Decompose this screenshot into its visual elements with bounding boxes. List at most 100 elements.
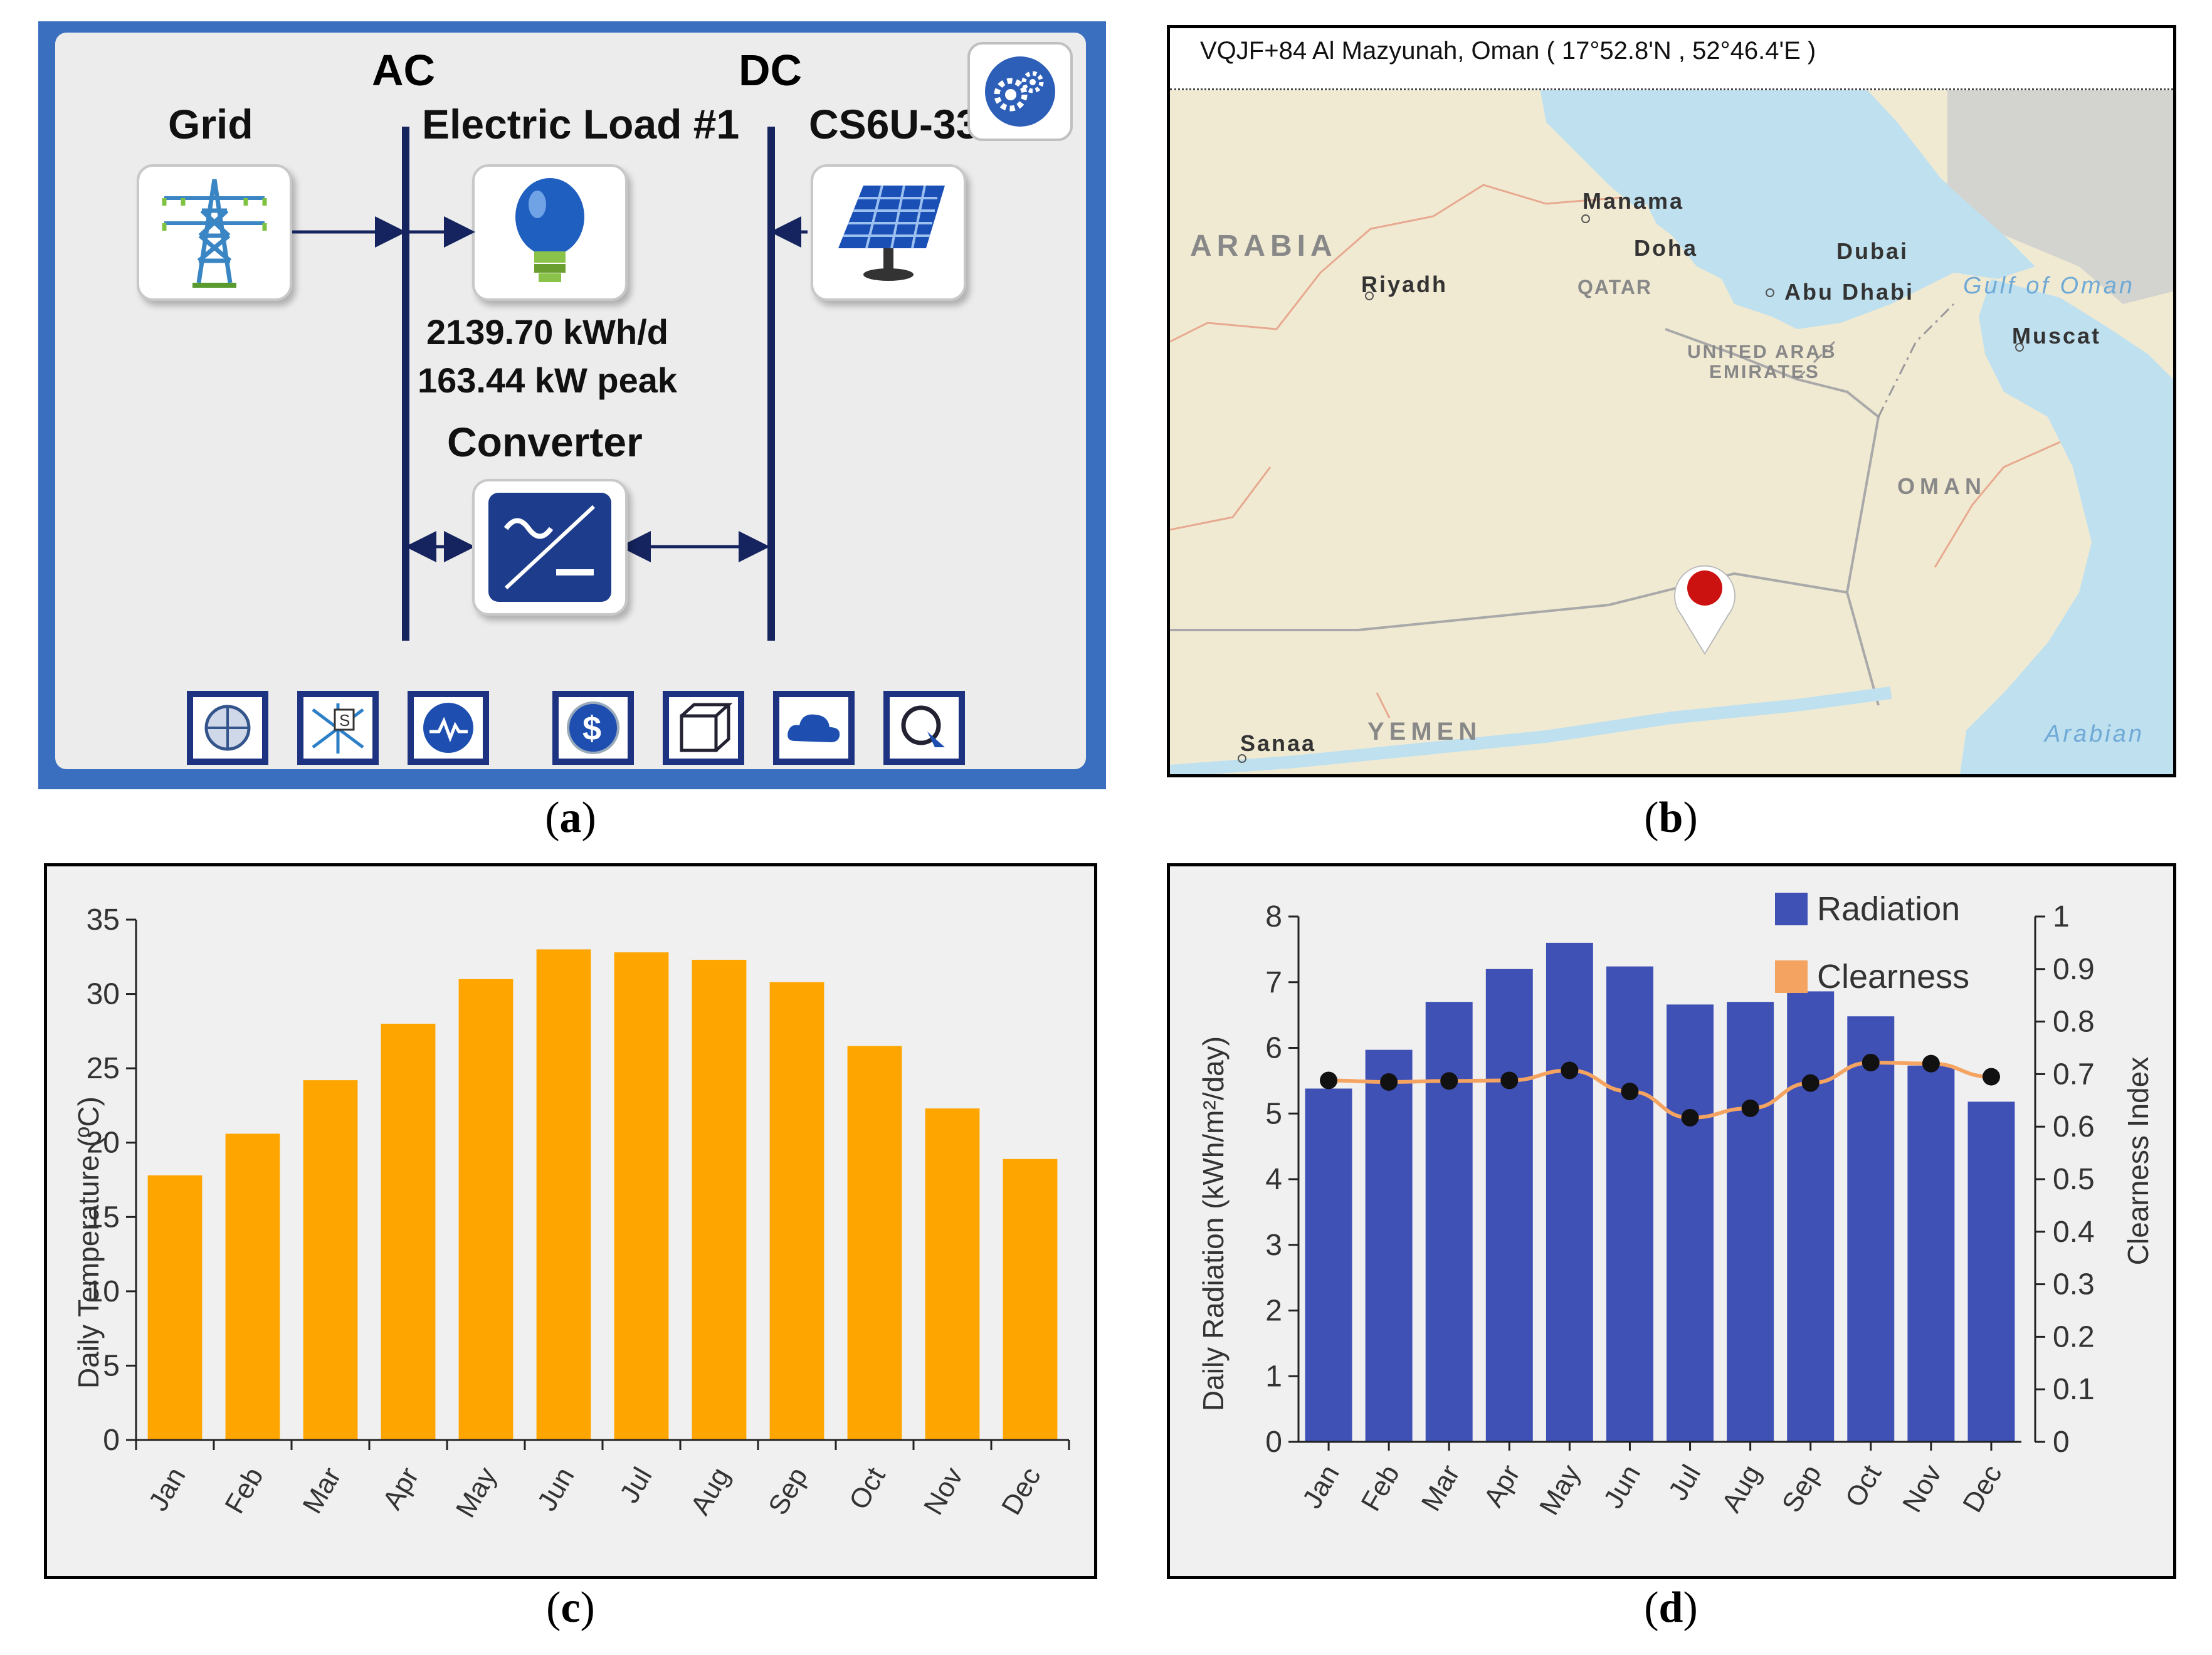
country-uae-line1: UNITED ARAB xyxy=(1687,342,1837,362)
clearness-point-sep xyxy=(1801,1074,1820,1092)
radiation-bar-oct xyxy=(1847,1016,1895,1442)
radiation-y-tick-label: 1 xyxy=(1265,1360,1282,1393)
clearness-y-tick-label: 0.4 xyxy=(2053,1216,2095,1249)
temperature-x-tick-label: Oct xyxy=(843,1463,892,1515)
clearness-point-aug xyxy=(1741,1099,1759,1117)
settings-gear-button[interactable] xyxy=(967,42,1073,141)
radiation-x-tick-label: Jun xyxy=(1598,1460,1646,1514)
legend-clearness-label: Clearness xyxy=(1817,958,1969,996)
radiation-bar-sep xyxy=(1787,991,1835,1442)
radiation-y-tick-label: 8 xyxy=(1265,900,1282,933)
radiation-y-tick-label: 3 xyxy=(1265,1229,1282,1262)
radiation-bar-dec xyxy=(1967,1101,2015,1442)
schematic-canvas: AC DC Grid Electric Load #1 CS6U-330P xyxy=(55,33,1086,769)
legend-clearness-swatch xyxy=(1775,960,1808,993)
radiation-bar-jun xyxy=(1606,966,1653,1442)
clearness-y-axis-title: Clearness Index xyxy=(2122,1057,2154,1265)
temperature-bar-jun xyxy=(536,949,591,1440)
radiation-bar-mar xyxy=(1425,1002,1473,1442)
toolbar-model-button[interactable] xyxy=(663,691,744,765)
toolbar-signal-button[interactable] xyxy=(408,691,489,765)
temperature-y-tick-label: 15 xyxy=(87,1201,120,1234)
clearness-y-tick-label: 1 xyxy=(2053,900,2070,933)
clearness-y-tick-label: 0 xyxy=(2053,1426,2070,1459)
radiation-bar-may xyxy=(1546,942,1593,1442)
clearness-point-oct xyxy=(1862,1053,1880,1071)
temperature-bar-jan xyxy=(147,1175,203,1440)
temperature-x-tick-label: Nov xyxy=(918,1463,969,1520)
temperature-bar-mar xyxy=(303,1080,358,1440)
radiation-y-tick-label: 7 xyxy=(1265,966,1282,999)
radiation-x-tick-label: Jul xyxy=(1663,1460,1707,1506)
clearness-point-feb xyxy=(1380,1073,1398,1091)
clearness-point-jun xyxy=(1621,1083,1639,1101)
clearness-point-apr xyxy=(1500,1071,1519,1090)
temperature-bar-may xyxy=(458,979,514,1440)
dc-bus-line xyxy=(767,127,775,641)
temperature-y-tick-label: 35 xyxy=(87,903,120,937)
load-peak-text: 163.44 kW peak xyxy=(417,360,678,400)
temperature-chart: 0 5 10 15 20 25 30 35 Jan Feb Mar Apr May Jun Jul Aug S… xyxy=(72,903,1070,1523)
temperature-bar-feb xyxy=(225,1133,280,1440)
dollar-icon: $ xyxy=(567,701,619,754)
temperature-y-tick-label: 20 xyxy=(87,1127,120,1160)
radiation-x-tick-label: Apr xyxy=(1478,1460,1526,1513)
radiation-y-tick-label: 2 xyxy=(1265,1295,1282,1328)
country-yemen: YEMEN xyxy=(1367,718,1482,745)
city-riyadh: Riyadh xyxy=(1361,271,1448,297)
map-base xyxy=(1170,88,2173,774)
country-qatar: QATAR xyxy=(1577,276,1653,298)
caption-a: (a) xyxy=(545,794,596,842)
waveform-icon xyxy=(423,703,473,753)
pv-array-button[interactable] xyxy=(811,164,966,301)
clearness-point-mar xyxy=(1440,1072,1458,1090)
radiation-bar-jan xyxy=(1305,1088,1352,1442)
caption-d: (d) xyxy=(1644,1584,1698,1632)
city-abu-dhabi: Abu Dhabi xyxy=(1784,279,1914,305)
clearness-y-tick-label: 0.5 xyxy=(2053,1163,2095,1196)
temperature-x-tick-label: Apr xyxy=(377,1463,425,1515)
temperature-bar-apr xyxy=(381,1024,436,1440)
clearness-point-dec xyxy=(1982,1068,2000,1086)
sea-gulf-of-oman: Gulf of Oman xyxy=(1963,273,2135,299)
city-manama: Manama xyxy=(1583,188,1685,214)
temperature-x-tick-label: Jul xyxy=(614,1463,658,1508)
city-doha: Doha xyxy=(1634,235,1698,261)
dc-bus-label: DC xyxy=(739,46,803,95)
toolbar-compass-button[interactable] xyxy=(187,691,268,765)
location-marker-icon xyxy=(1674,565,1735,655)
radiation-x-tick-label: Feb xyxy=(1355,1460,1405,1516)
clearness-point-jan xyxy=(1320,1071,1338,1090)
temperature-x-tick-label: Feb xyxy=(219,1463,269,1519)
toolbar-economics-button[interactable]: $ xyxy=(552,691,634,765)
grid-component-button[interactable] xyxy=(137,164,292,301)
radiation-y-tick-label: 6 xyxy=(1265,1032,1282,1065)
radiation-x-tick-label: Sep xyxy=(1776,1460,1828,1518)
country-uae-line2: EMIRATES xyxy=(1709,362,1820,382)
toolbar-sensitivity-button[interactable]: S xyxy=(297,691,379,765)
clearness-y-tick-label: 0.3 xyxy=(2053,1268,2095,1301)
temperature-x-tick-label: Jun xyxy=(532,1463,581,1516)
converter-label: Converter xyxy=(447,419,643,465)
toolbar-search-button[interactable] xyxy=(883,691,965,765)
clearness-y-tick-label: 0.9 xyxy=(2053,953,2095,986)
ac-bus-line xyxy=(402,127,409,641)
solar-panel-icon xyxy=(838,185,945,281)
clearness-y-tick-label: 0.1 xyxy=(2053,1373,2095,1406)
toolbar-cloud-button[interactable] xyxy=(773,691,855,765)
city-dubai: Dubai xyxy=(1836,238,1909,264)
temperature-x-tick-label: Mar xyxy=(297,1463,347,1519)
location-map-panel: VQJF+84 Al Mazyunah, Oman ( 17°52.8'N , … xyxy=(1167,25,2176,777)
radiation-bar-feb xyxy=(1365,1049,1413,1442)
temperature-y-tick-label: 10 xyxy=(87,1275,120,1308)
converter-button[interactable] xyxy=(472,479,628,616)
temperature-bar-jul xyxy=(614,952,669,1440)
clearness-y-tick-label: 0.6 xyxy=(2053,1110,2095,1143)
search-arrow-icon xyxy=(901,705,945,747)
transmission-tower-icon xyxy=(162,179,267,288)
temperature-bar-sep xyxy=(769,982,824,1440)
gears-icon xyxy=(985,56,1055,127)
clearness-y-tick-label: 0.2 xyxy=(2053,1320,2095,1353)
